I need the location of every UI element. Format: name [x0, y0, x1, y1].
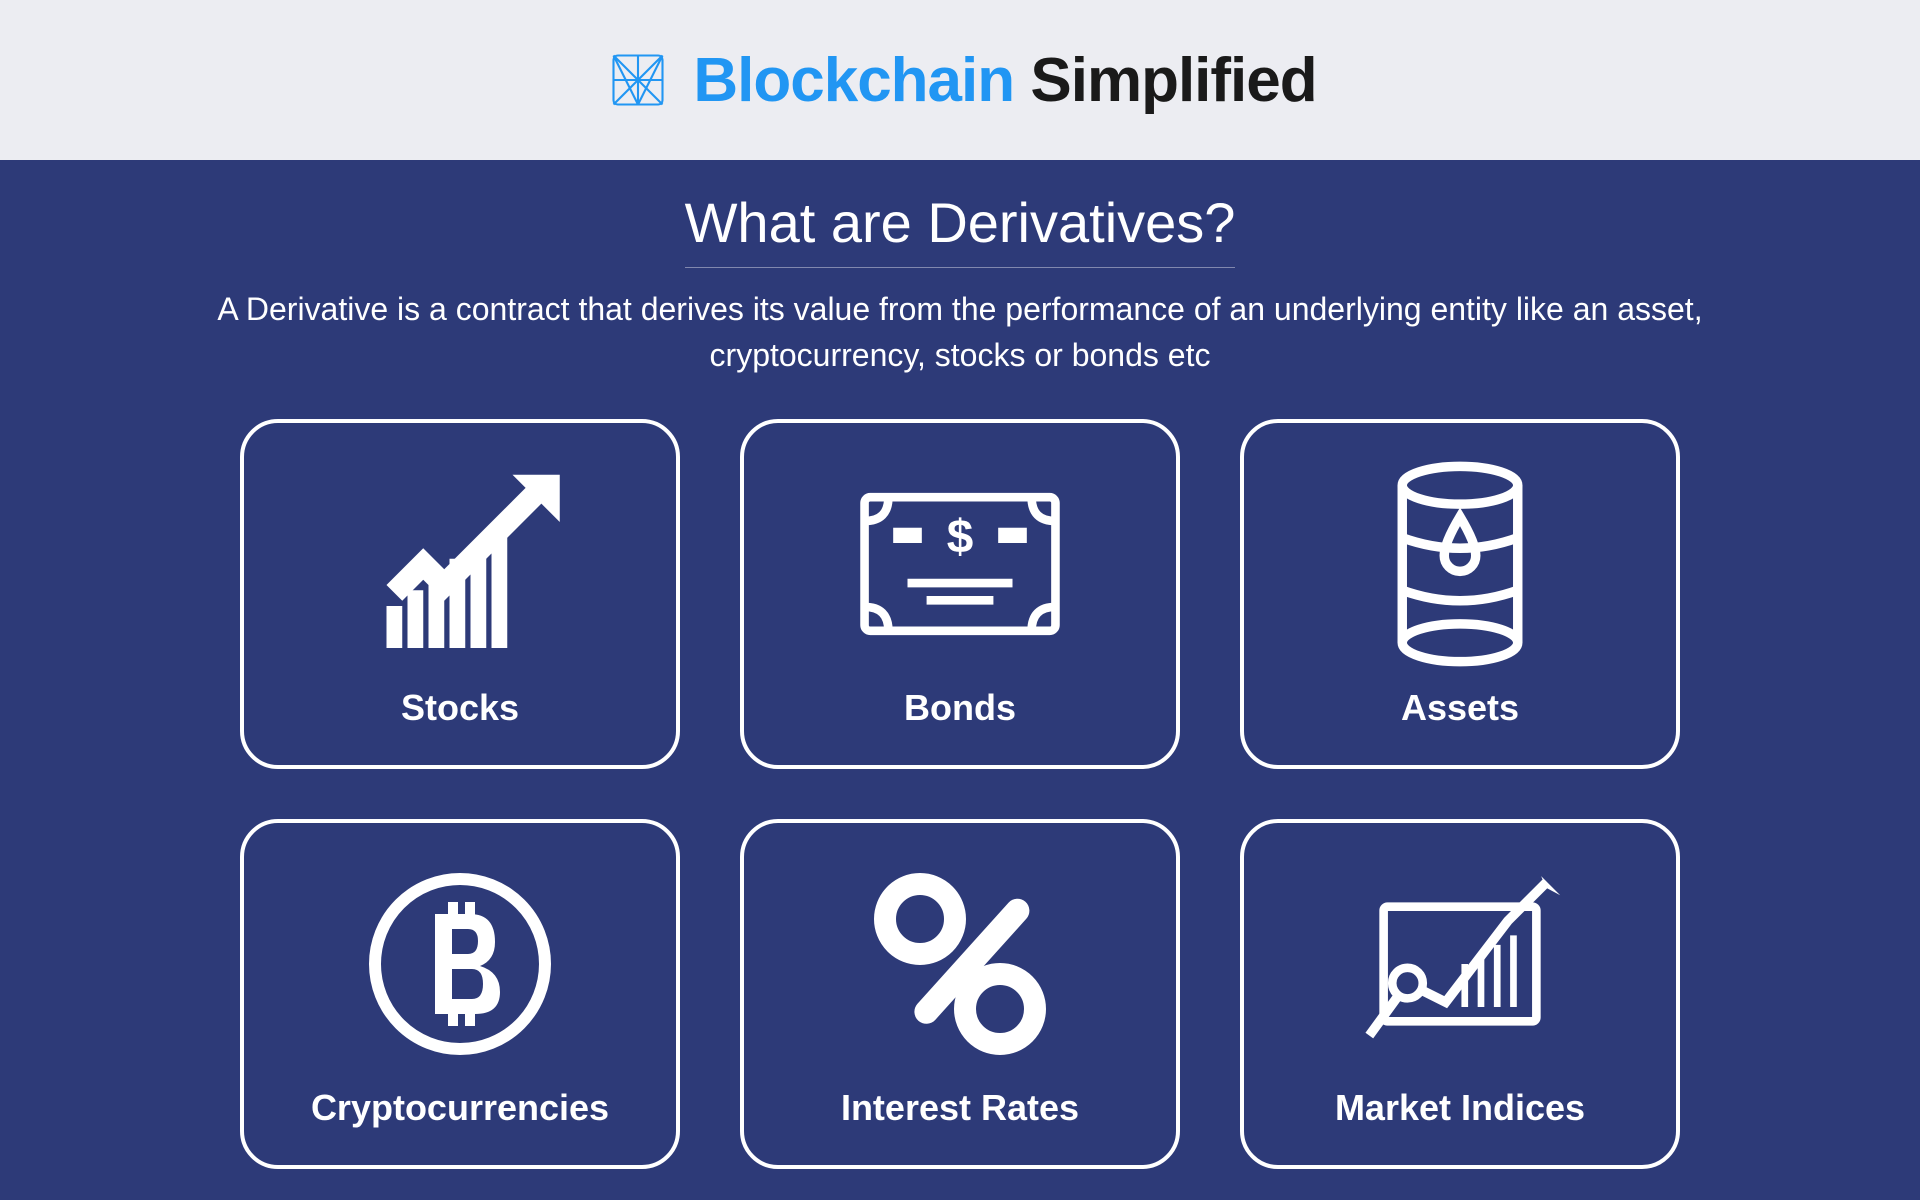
bitcoin-icon [355, 859, 565, 1069]
card-assets: Assets [1240, 419, 1680, 769]
card-stocks: Stocks [240, 419, 680, 769]
index-chart-icon [1355, 859, 1565, 1069]
card-label: Bonds [904, 687, 1016, 729]
page-title: What are Derivatives? [685, 190, 1236, 268]
card-interest-rates: Interest Rates [740, 819, 1180, 1169]
brand-black: Simplified [1030, 46, 1316, 115]
banknote-icon: $ [855, 459, 1065, 669]
main-panel: What are Derivatives? A Derivative is a … [0, 160, 1920, 1200]
header: Blockchain Simplified [0, 0, 1920, 160]
logo-text: Blockchain Simplified [693, 45, 1316, 116]
card-cryptocurrencies: Cryptocurrencies [240, 819, 680, 1169]
card-bonds: $ Bonds [740, 419, 1180, 769]
svg-text:$: $ [947, 510, 974, 563]
card-label: Cryptocurrencies [311, 1087, 609, 1129]
stocks-up-icon [355, 459, 565, 669]
page-subtitle: A Derivative is a contract that derives … [135, 286, 1785, 379]
card-label: Stocks [401, 687, 519, 729]
card-label: Assets [1401, 687, 1519, 729]
oil-barrel-icon [1355, 459, 1565, 669]
card-label: Market Indices [1335, 1087, 1585, 1129]
card-market-indices: Market Indices [1240, 819, 1680, 1169]
cards-grid: Stocks $ Bonds [240, 419, 1680, 1169]
card-label: Interest Rates [841, 1087, 1079, 1129]
brand-blue: Blockchain [693, 46, 1014, 115]
percent-icon [855, 859, 1065, 1069]
logo-icon [603, 45, 673, 115]
